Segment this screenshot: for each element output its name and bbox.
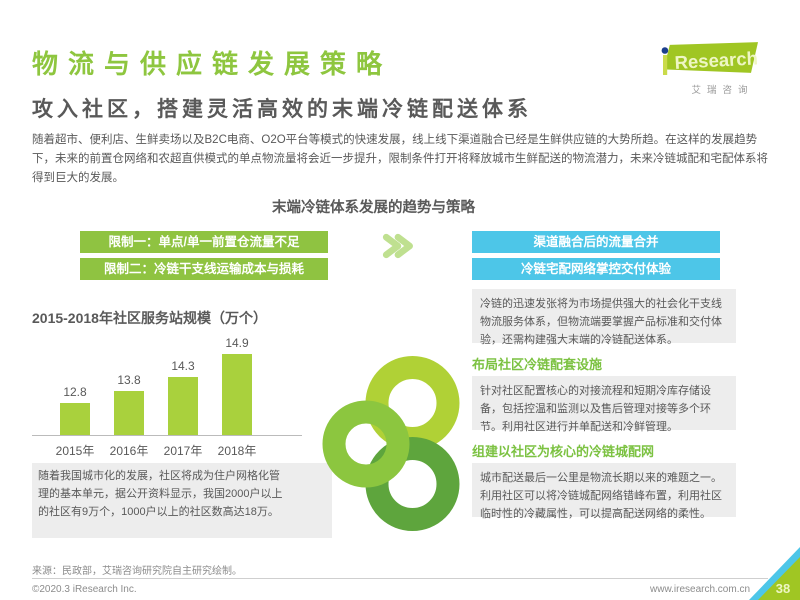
svg-text:38: 38: [776, 581, 790, 596]
